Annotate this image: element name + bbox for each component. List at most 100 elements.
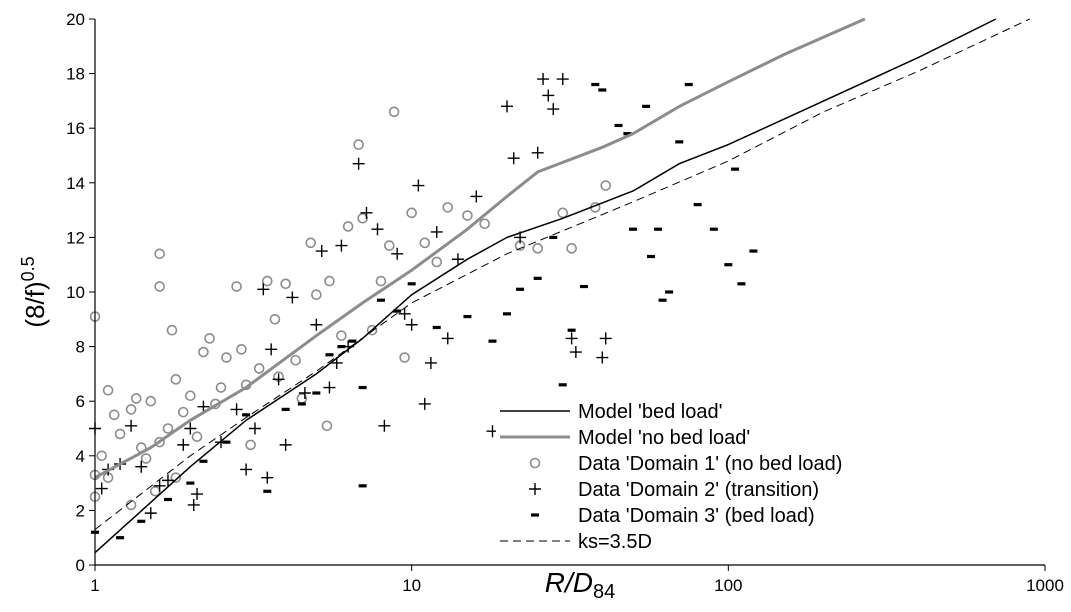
point: [191, 488, 204, 501]
point: [261, 275, 273, 287]
point: [215, 382, 227, 393]
point: [197, 400, 210, 413]
y-tick-label: 6: [76, 392, 85, 411]
plot-area: [89, 17, 1030, 554]
y-tick-label: 0: [76, 556, 85, 575]
point: [502, 312, 511, 316]
point: [95, 482, 108, 495]
point: [116, 536, 125, 540]
point: [323, 381, 336, 394]
point: [398, 307, 411, 320]
point: [623, 132, 632, 136]
x-axis-title: R/D84: [545, 567, 615, 603]
x-tick-label: 10: [402, 576, 421, 595]
legend-marker: [529, 483, 541, 495]
point: [391, 247, 404, 260]
point: [245, 439, 256, 451]
point: [470, 190, 483, 203]
legend-marker: [531, 513, 539, 517]
point: [298, 387, 311, 400]
y-tick-label: 8: [76, 338, 85, 357]
legend-marker: [529, 457, 541, 469]
point: [305, 237, 317, 249]
point: [388, 106, 400, 118]
point: [199, 459, 208, 463]
y-tick-label: 18: [66, 65, 85, 84]
point: [533, 276, 542, 280]
legend-label: Model 'bed load': [578, 401, 722, 423]
y-tick-label: 2: [76, 501, 85, 520]
point: [325, 353, 334, 357]
point: [125, 419, 138, 432]
point: [297, 402, 306, 406]
point: [463, 314, 472, 319]
point: [348, 339, 357, 343]
y-tick-label: 20: [66, 10, 85, 29]
point: [153, 479, 166, 492]
point: [599, 332, 612, 345]
legend-label: Data 'Domain 3' (bed load): [578, 505, 815, 527]
point: [451, 253, 464, 266]
point: [547, 103, 560, 116]
x-label: R/D: [545, 567, 593, 598]
point: [366, 324, 378, 336]
point: [614, 123, 623, 128]
point: [556, 73, 569, 86]
point: [236, 344, 247, 355]
point: [154, 248, 165, 260]
point: [393, 309, 402, 313]
point: [269, 313, 281, 325]
point: [281, 407, 290, 411]
point: [248, 422, 261, 435]
point: [253, 363, 265, 374]
point: [384, 240, 395, 251]
point: [358, 484, 367, 488]
point: [407, 282, 416, 286]
y-label-sup: 0.5: [18, 256, 38, 281]
point: [566, 243, 577, 254]
point: [135, 460, 148, 473]
point: [265, 343, 278, 356]
point: [187, 498, 200, 511]
point: [230, 403, 243, 416]
point: [629, 227, 638, 231]
point: [596, 351, 609, 364]
point: [360, 206, 373, 219]
point: [654, 227, 663, 231]
point: [724, 263, 733, 267]
point: [693, 203, 702, 207]
point: [240, 463, 253, 476]
point: [154, 436, 165, 448]
point: [642, 104, 651, 108]
legend-label: ks=3.5D: [578, 531, 652, 553]
point: [162, 423, 174, 434]
point: [353, 139, 364, 150]
point: [532, 243, 543, 254]
point: [376, 298, 385, 302]
point: [263, 489, 272, 493]
y-tick-label: 4: [76, 447, 85, 466]
point: [488, 339, 497, 343]
point: [507, 152, 520, 165]
point: [591, 82, 600, 87]
point: [731, 167, 740, 171]
line: [94, 18, 997, 554]
point: [442, 202, 454, 213]
x-tick-label: 100: [714, 576, 742, 595]
point: [311, 289, 322, 301]
point: [170, 472, 182, 483]
point: [170, 374, 182, 385]
y-tick-label: 14: [66, 174, 85, 193]
point: [315, 245, 328, 258]
point: [709, 227, 718, 231]
point: [242, 413, 251, 417]
point: [549, 235, 558, 239]
point: [479, 218, 490, 230]
point: [257, 283, 270, 296]
point: [154, 281, 165, 292]
point: [749, 249, 758, 253]
line: [94, 17, 866, 479]
point: [161, 474, 174, 487]
point: [272, 373, 285, 386]
point: [375, 275, 387, 287]
